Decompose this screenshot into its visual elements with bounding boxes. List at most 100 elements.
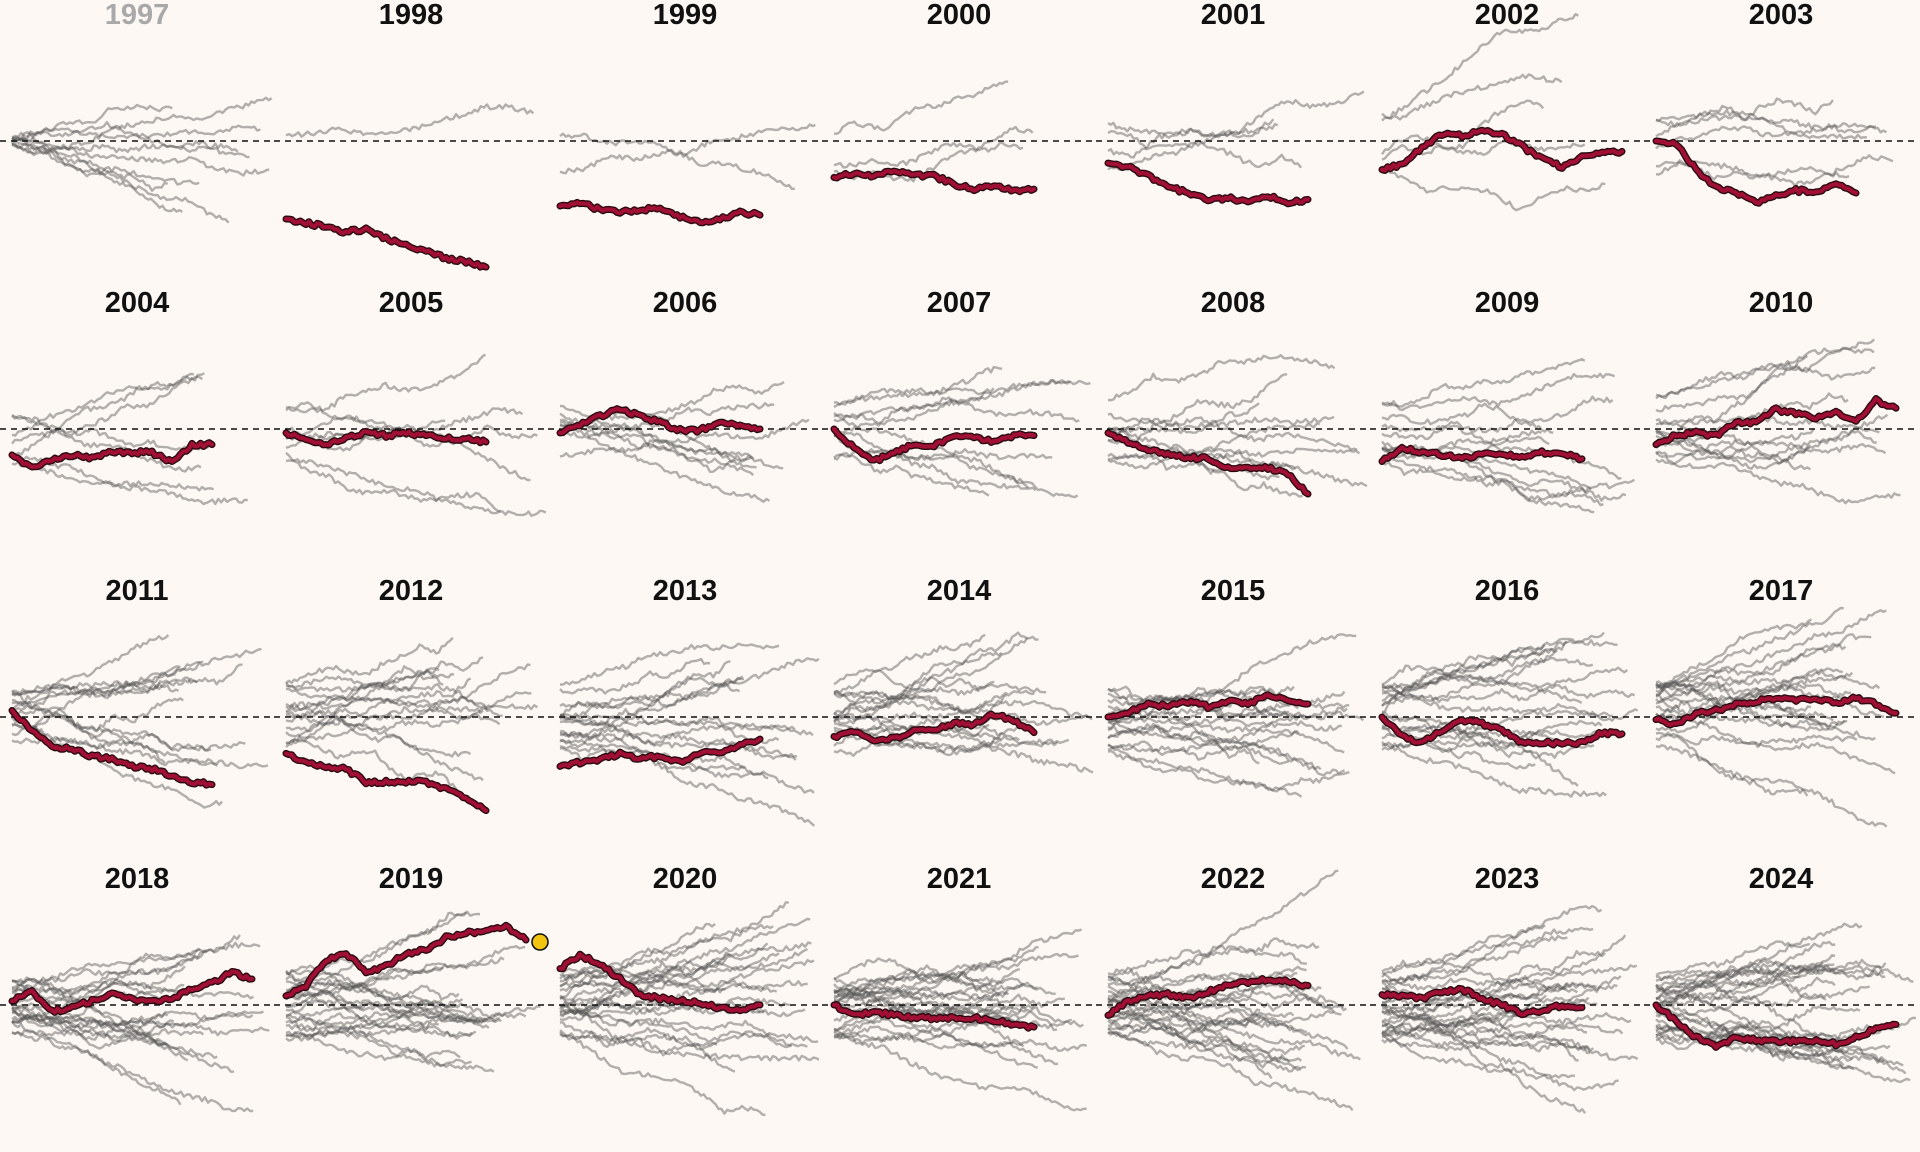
highlight-line [283, 923, 529, 998]
context-line [1655, 618, 1813, 689]
highlight-line [1105, 161, 1311, 206]
context-line [1107, 869, 1339, 986]
context-line [1107, 1030, 1354, 1112]
context-line [11, 965, 186, 1012]
context-line [559, 1003, 808, 1049]
context-line [11, 663, 243, 730]
context-lines [11, 96, 273, 224]
context-line [559, 715, 798, 760]
context-line [833, 722, 1094, 774]
context-line [559, 708, 780, 745]
context-line [11, 723, 218, 767]
context-line [11, 977, 189, 1062]
context-line [1107, 412, 1358, 451]
highlight-line [1653, 695, 1899, 727]
context-line [559, 420, 755, 477]
context-line [1381, 455, 1592, 503]
context-line [11, 676, 198, 697]
context-line [559, 1032, 819, 1057]
context-line [11, 460, 248, 506]
context-line [1655, 415, 1880, 434]
context-line [1381, 687, 1583, 704]
context-line [11, 1029, 254, 1113]
context-line [1107, 90, 1365, 159]
context-line [833, 668, 995, 693]
context-line [1655, 347, 1875, 413]
panel-plot [822, 366, 1096, 499]
context-line [1107, 750, 1350, 793]
context-line [1655, 609, 1887, 705]
context-line [11, 372, 195, 445]
context-line [285, 1012, 527, 1038]
context-line [559, 132, 795, 191]
context-line [11, 96, 273, 152]
panel-2012: 2012 [274, 576, 548, 864]
context-line [833, 992, 1036, 1016]
context-line [285, 989, 477, 1040]
context-line [833, 378, 1071, 438]
context-line [1655, 732, 1858, 747]
context-line [285, 677, 472, 746]
context-lines [285, 103, 535, 138]
context-lines [1381, 631, 1639, 798]
context-line [1655, 962, 1886, 992]
context-line [1381, 164, 1606, 212]
context-line [1381, 429, 1542, 460]
context-line [1107, 720, 1342, 740]
context-line [1655, 731, 1809, 797]
context-line [1655, 667, 1844, 734]
context-line [833, 432, 1037, 492]
context-line [1381, 741, 1607, 798]
context-line [833, 989, 1010, 1000]
context-line [1655, 705, 1896, 775]
context-line [285, 966, 444, 1018]
panel-plot [1370, 904, 1644, 1114]
context-line [285, 910, 481, 995]
context-line [11, 1006, 254, 1030]
context-line [833, 398, 1080, 423]
panel-2004: 2004 [0, 288, 274, 576]
context-line [1655, 1001, 1891, 1058]
context-line [285, 982, 541, 1019]
context-line [11, 131, 169, 192]
context-line [1381, 666, 1629, 703]
panel-plot [1096, 90, 1370, 208]
context-line [559, 422, 757, 469]
context-line [1655, 354, 1809, 442]
panel-title: 2005 [378, 287, 444, 319]
context-line [833, 633, 986, 694]
context-line [11, 1011, 169, 1037]
highlight-line [557, 406, 763, 435]
panel-plot [1644, 922, 1918, 1084]
context-line [1107, 685, 1289, 705]
context-line [559, 423, 752, 473]
context-line [833, 999, 1039, 1069]
panel-title: 2007 [926, 287, 992, 319]
panel-plot [0, 372, 274, 506]
panel-plot [274, 910, 549, 1073]
panel-1997: 1997 [0, 0, 274, 288]
panel-title: 1999 [652, 0, 718, 31]
context-line [1107, 130, 1303, 169]
context-line [559, 948, 809, 1015]
highlight-line [1379, 128, 1625, 173]
context-line [1655, 964, 1885, 1007]
highlight-line [557, 952, 763, 1013]
panel-title: 2011 [105, 575, 169, 607]
context-line [285, 663, 531, 713]
context-line [559, 972, 808, 993]
panel-2018: 2018 [0, 864, 274, 1152]
highlight-line [557, 200, 763, 225]
context-line [1655, 940, 1836, 1000]
context-line [1655, 679, 1852, 701]
context-line [560, 642, 780, 686]
context-line [285, 670, 444, 693]
context-line [1655, 413, 1889, 470]
context-line [11, 647, 262, 712]
context-line [1107, 937, 1320, 1004]
context-line [285, 945, 526, 992]
context-line [11, 138, 230, 224]
context-line [559, 994, 736, 1073]
context-line [559, 729, 816, 827]
context-line [285, 667, 440, 723]
